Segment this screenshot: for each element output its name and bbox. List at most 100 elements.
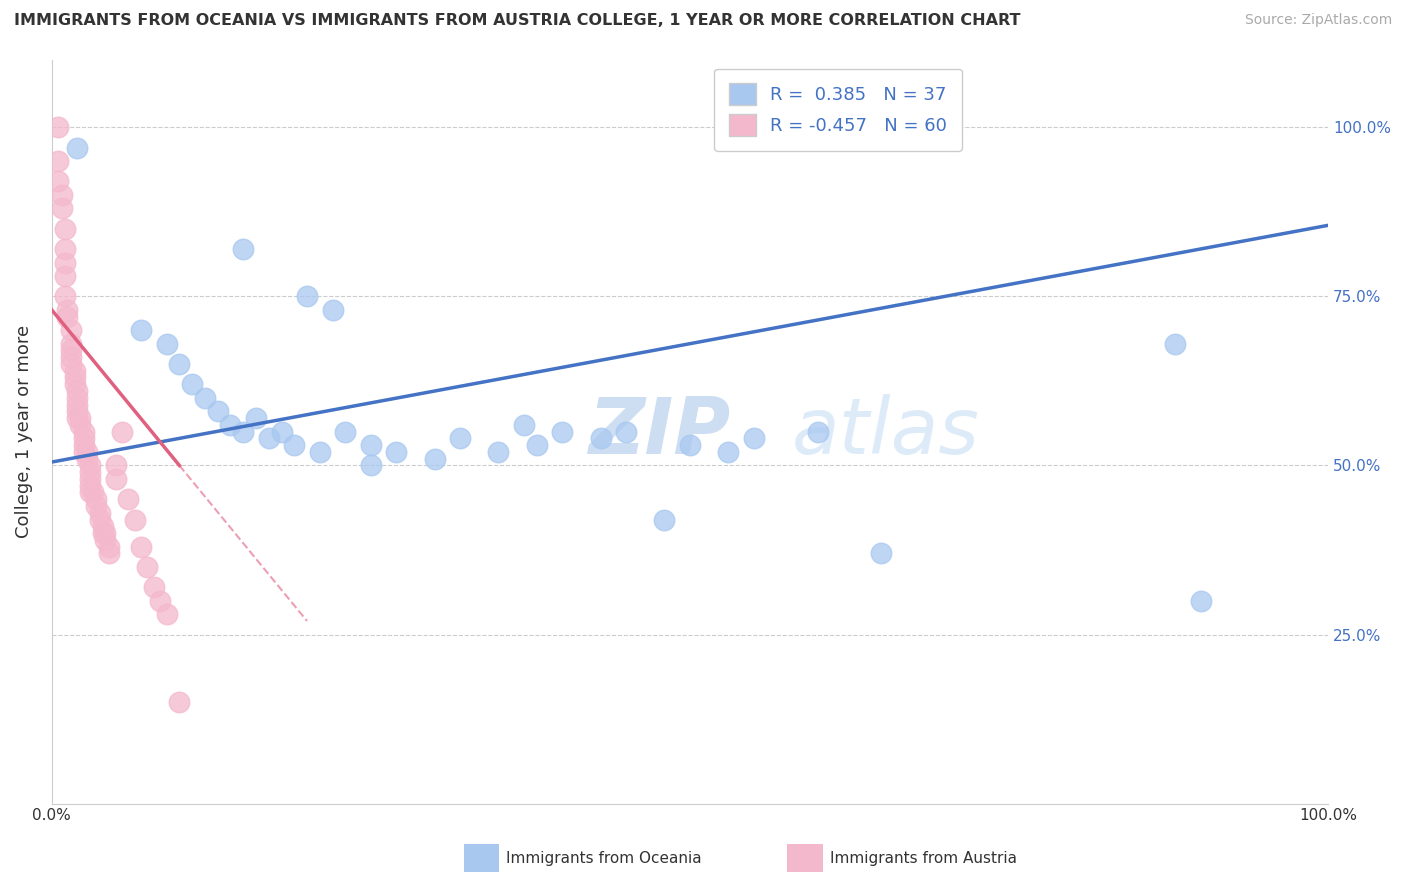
Point	[1189, 593, 1212, 607]
Point	[59, 323, 82, 337]
Point	[1164, 336, 1187, 351]
Point	[73, 431, 96, 445]
Point	[82, 485, 104, 500]
Point	[169, 357, 191, 371]
Point	[513, 417, 536, 432]
Point	[104, 458, 127, 473]
Point	[51, 187, 73, 202]
Text: atlas: atlas	[792, 393, 980, 469]
Legend: R =  0.385   N = 37, R = -0.457   N = 60: R = 0.385 N = 37, R = -0.457 N = 60	[714, 69, 962, 151]
Point	[79, 485, 101, 500]
Point	[257, 431, 280, 445]
Point	[104, 472, 127, 486]
Point	[59, 350, 82, 364]
Point	[91, 526, 114, 541]
Point	[73, 425, 96, 439]
Point	[66, 140, 89, 154]
Point	[69, 417, 91, 432]
Point	[59, 336, 82, 351]
Point	[283, 438, 305, 452]
Point	[76, 451, 98, 466]
Point	[870, 546, 893, 560]
Point	[360, 438, 382, 452]
Point	[207, 404, 229, 418]
Point	[526, 438, 548, 452]
Point	[46, 154, 69, 169]
Point	[46, 120, 69, 135]
Point	[59, 357, 82, 371]
Point	[245, 411, 267, 425]
Point	[124, 512, 146, 526]
Point	[86, 492, 108, 507]
Point	[654, 512, 676, 526]
Point	[53, 242, 76, 256]
Point	[63, 377, 86, 392]
Point	[149, 593, 172, 607]
Point	[488, 445, 510, 459]
Point	[295, 289, 318, 303]
Point	[679, 438, 702, 452]
Point	[806, 425, 828, 439]
Point	[46, 174, 69, 188]
Point	[53, 268, 76, 283]
Point	[335, 425, 357, 439]
Point	[449, 431, 471, 445]
Point	[117, 492, 139, 507]
Point	[79, 465, 101, 479]
Point	[59, 343, 82, 358]
Point	[156, 336, 179, 351]
Point	[66, 391, 89, 405]
Point	[69, 411, 91, 425]
Point	[129, 540, 152, 554]
Text: Immigrants from Austria: Immigrants from Austria	[830, 851, 1017, 865]
Text: IMMIGRANTS FROM OCEANIA VS IMMIGRANTS FROM AUSTRIA COLLEGE, 1 YEAR OR MORE CORRE: IMMIGRANTS FROM OCEANIA VS IMMIGRANTS FR…	[14, 13, 1021, 29]
Point	[63, 364, 86, 378]
Point	[53, 255, 76, 269]
Point	[86, 499, 108, 513]
Point	[79, 472, 101, 486]
Point	[79, 458, 101, 473]
Point	[56, 310, 79, 324]
Point	[79, 479, 101, 493]
Point	[589, 431, 612, 445]
Point	[742, 431, 765, 445]
Point	[129, 323, 152, 337]
Text: ZIP: ZIP	[588, 393, 730, 469]
Point	[614, 425, 637, 439]
Point	[91, 519, 114, 533]
Point	[551, 425, 574, 439]
Point	[73, 445, 96, 459]
Point	[423, 451, 446, 466]
Point	[111, 425, 134, 439]
Point	[89, 512, 111, 526]
Point	[308, 445, 330, 459]
Point	[194, 391, 217, 405]
Point	[53, 221, 76, 235]
Point	[232, 242, 254, 256]
Point	[51, 202, 73, 216]
Point	[360, 458, 382, 473]
Point	[56, 302, 79, 317]
Point	[181, 377, 204, 392]
Point	[73, 438, 96, 452]
Point	[385, 445, 408, 459]
Point	[142, 580, 165, 594]
Point	[717, 445, 740, 459]
Point	[66, 404, 89, 418]
Point	[219, 417, 242, 432]
Point	[232, 425, 254, 439]
Point	[169, 695, 191, 709]
Point	[66, 398, 89, 412]
Point	[94, 526, 117, 541]
Point	[76, 445, 98, 459]
Point	[66, 384, 89, 398]
Point	[270, 425, 292, 439]
Point	[136, 560, 159, 574]
Text: Source: ZipAtlas.com: Source: ZipAtlas.com	[1244, 13, 1392, 28]
Point	[98, 546, 121, 560]
Y-axis label: College, 1 year or more: College, 1 year or more	[15, 325, 32, 538]
Point	[98, 540, 121, 554]
Text: Immigrants from Oceania: Immigrants from Oceania	[506, 851, 702, 865]
Point	[89, 506, 111, 520]
Point	[66, 411, 89, 425]
